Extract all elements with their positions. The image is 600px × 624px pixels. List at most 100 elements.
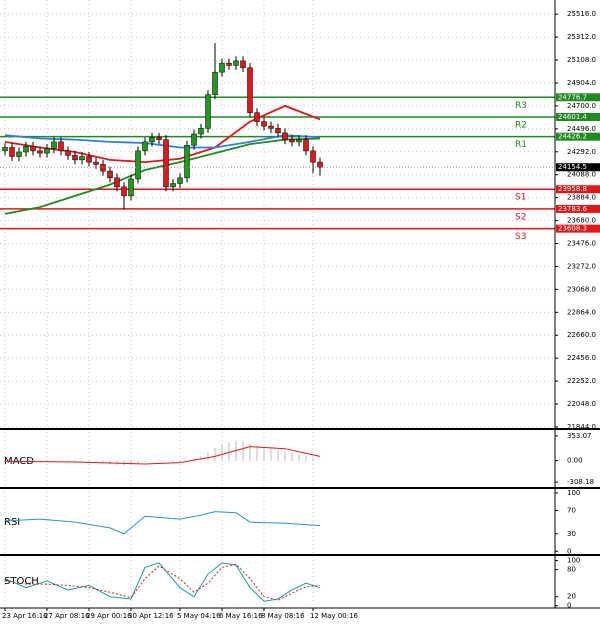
y-tick-label: 24292.0 bbox=[567, 148, 596, 156]
candle-body bbox=[114, 177, 120, 188]
candle-body bbox=[170, 183, 176, 188]
level-box bbox=[556, 132, 600, 141]
last-price-box bbox=[556, 163, 600, 172]
level-name: R1 bbox=[515, 140, 527, 150]
level-box bbox=[556, 112, 600, 121]
indicator-title: STOCH bbox=[4, 576, 39, 587]
indicator-line bbox=[4, 511, 321, 535]
candle-body bbox=[79, 156, 85, 161]
candle-body bbox=[86, 156, 92, 163]
x-tick-label: 8 May 08:16 bbox=[261, 612, 305, 620]
y-tick-label: 0 bbox=[567, 602, 571, 610]
candle-body bbox=[317, 161, 323, 168]
candle-body bbox=[16, 151, 22, 157]
candle-body bbox=[9, 147, 15, 157]
indicator-title: RSI bbox=[4, 517, 20, 528]
candle-body bbox=[240, 60, 246, 68]
y-tick-label: 22864.0 bbox=[567, 308, 596, 316]
y-tick-label: 0 bbox=[567, 547, 571, 555]
candle-body bbox=[44, 148, 50, 154]
y-tick-label: 22660.0 bbox=[567, 331, 596, 339]
y-tick-label: 25516.0 bbox=[567, 10, 596, 18]
level-box bbox=[556, 93, 600, 102]
candle-body bbox=[261, 121, 267, 127]
candle-body bbox=[30, 146, 36, 152]
candle-body bbox=[156, 137, 162, 140]
level-name: R3 bbox=[515, 101, 527, 111]
y-tick-label: 22252.0 bbox=[567, 377, 596, 385]
candle-body bbox=[149, 137, 155, 143]
candle-body bbox=[254, 112, 260, 122]
y-tick-label: 23272.0 bbox=[567, 262, 596, 270]
last-price: 24154.5 bbox=[558, 163, 587, 171]
y-tick-label: 80 bbox=[567, 566, 576, 574]
candle-body bbox=[142, 141, 148, 152]
candle-body bbox=[205, 94, 211, 129]
candle-body bbox=[247, 67, 253, 113]
level-name: S2 bbox=[515, 212, 526, 222]
candle-body bbox=[219, 62, 225, 73]
x-tick-label: 27 Apr 08:16 bbox=[44, 612, 90, 620]
y-tick-label: 20 bbox=[567, 593, 576, 601]
candle-body bbox=[23, 146, 29, 153]
y-tick-label: 24904.0 bbox=[567, 79, 596, 87]
y-tick-label: 23476.0 bbox=[567, 240, 596, 248]
y-tick-label: -308.18 bbox=[567, 478, 594, 486]
candle-body bbox=[289, 139, 295, 143]
level-name: R2 bbox=[515, 120, 527, 130]
level-box bbox=[556, 204, 600, 213]
x-tick-label: 30 Apr 12:16 bbox=[128, 612, 174, 620]
candle-body bbox=[275, 128, 281, 134]
y-tick-label: 70 bbox=[567, 506, 576, 514]
candle-body bbox=[163, 139, 169, 188]
candle-body bbox=[2, 147, 8, 152]
candle-body bbox=[233, 60, 239, 66]
candle-body bbox=[135, 150, 141, 180]
y-tick-label: 25108.0 bbox=[567, 56, 596, 64]
indicator-line bbox=[4, 563, 321, 601]
level-name: S1 bbox=[515, 193, 526, 203]
level-value: 23958.8 bbox=[558, 185, 587, 193]
level-value: 24426.2 bbox=[558, 133, 587, 141]
candle-body bbox=[177, 177, 183, 184]
y-tick-label: 23680.0 bbox=[567, 217, 596, 225]
y-tick-label: 100 bbox=[567, 557, 580, 565]
y-tick-label: 24088.0 bbox=[567, 171, 596, 179]
y-tick-label: 24700.0 bbox=[567, 102, 596, 110]
candle-body bbox=[212, 71, 218, 95]
candle-body bbox=[58, 141, 64, 152]
candle-body bbox=[184, 145, 190, 179]
x-tick-label: 29 Apr 00:16 bbox=[86, 612, 132, 620]
y-tick-label: 22456.0 bbox=[567, 354, 596, 362]
x-tick-label: 6 May 16:16 bbox=[219, 612, 263, 620]
x-tick-label: 23 Apr 16:16 bbox=[2, 612, 48, 620]
candle-body bbox=[191, 133, 197, 146]
candle-body bbox=[198, 128, 204, 135]
level-value: 23608.3 bbox=[558, 225, 587, 233]
candle-body bbox=[296, 139, 302, 143]
y-tick-label: 24496.0 bbox=[567, 125, 596, 133]
level-value: 23783.6 bbox=[558, 205, 587, 213]
candle-body bbox=[93, 161, 99, 165]
x-tick-label: 5 May 04:16 bbox=[177, 612, 221, 620]
level-value: 24776.7 bbox=[558, 93, 587, 101]
y-tick-label: 21844.0 bbox=[567, 423, 596, 431]
y-tick-label: 100 bbox=[567, 489, 580, 497]
candle-body bbox=[121, 186, 127, 197]
y-tick-label: 23068.0 bbox=[567, 285, 596, 293]
y-tick-label: 0.00 bbox=[567, 457, 583, 465]
level-box bbox=[556, 185, 600, 194]
candle-body bbox=[128, 178, 134, 197]
level-name: S3 bbox=[515, 232, 526, 242]
y-tick-label: 25312.0 bbox=[567, 33, 596, 41]
level-box bbox=[556, 224, 600, 233]
candle-body bbox=[51, 141, 57, 149]
candle-body bbox=[303, 139, 309, 152]
candle-body bbox=[226, 62, 232, 66]
candle-body bbox=[268, 125, 274, 129]
y-tick-label: 23884.0 bbox=[567, 194, 596, 202]
candle-body bbox=[310, 150, 316, 163]
indicator-line bbox=[4, 446, 321, 465]
y-tick-label: 30 bbox=[567, 530, 576, 538]
